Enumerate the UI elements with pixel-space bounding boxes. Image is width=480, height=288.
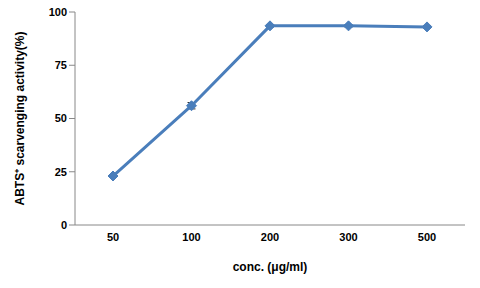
svg-text:500: 500	[418, 231, 436, 243]
svg-text:75: 75	[55, 59, 67, 71]
svg-text:25: 25	[55, 166, 67, 178]
svg-text:ABTS⁺ scarvenging activity(%): ABTS⁺ scarvenging activity(%)	[13, 31, 27, 205]
svg-text:conc. (μg/ml): conc. (μg/ml)	[233, 260, 308, 274]
svg-text:300: 300	[339, 231, 357, 243]
svg-text:50: 50	[107, 231, 119, 243]
svg-text:100: 100	[49, 6, 67, 18]
svg-text:200: 200	[261, 231, 279, 243]
svg-text:100: 100	[182, 231, 200, 243]
svg-text:50: 50	[55, 112, 67, 124]
svg-text:0: 0	[61, 219, 67, 231]
